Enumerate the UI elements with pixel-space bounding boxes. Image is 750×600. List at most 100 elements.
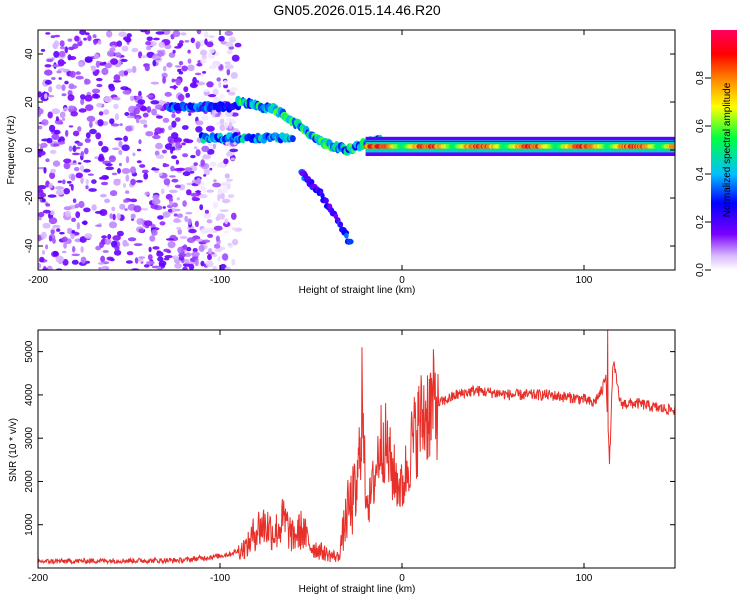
noise-blob	[198, 194, 208, 199]
noise-blob	[79, 165, 85, 172]
noise-blob	[140, 30, 147, 33]
noise-blob	[219, 209, 229, 212]
noise-blob	[61, 236, 68, 242]
noise-blob	[52, 250, 59, 257]
noise-blob	[170, 165, 175, 172]
noise-blob	[162, 76, 167, 84]
noise-blob	[154, 104, 163, 110]
noise-blob	[187, 64, 195, 72]
noise-blob	[182, 244, 188, 250]
noise-blob	[103, 96, 113, 103]
noise-blob	[224, 30, 234, 36]
x-tick-label: 0	[399, 275, 405, 286]
noise-blob	[140, 55, 148, 59]
noise-blob	[202, 71, 207, 74]
noise-blob	[77, 142, 83, 147]
noise-blob	[43, 93, 48, 100]
noise-blob	[123, 70, 129, 76]
noise-blob	[43, 167, 47, 174]
noise-blob	[167, 136, 173, 143]
noise-blob	[151, 198, 161, 205]
noise-blob	[214, 51, 220, 57]
noise-blob	[171, 132, 179, 140]
noise-blob	[127, 237, 137, 242]
noise-blob	[175, 117, 181, 122]
colorbar-ticks: 0.0 0.2 0.4 0.6 0.8	[695, 71, 711, 277]
noise-blob	[83, 168, 91, 173]
noise-blob	[151, 229, 158, 236]
noise-blob	[126, 33, 132, 38]
noise-blob	[59, 40, 65, 47]
noise-blob	[100, 193, 107, 198]
noise-blob	[45, 32, 51, 35]
diag-streak-mark	[333, 213, 339, 220]
noise-blob	[175, 78, 182, 86]
noise-blob	[42, 250, 45, 255]
noise-blob	[188, 228, 197, 234]
noise-blob	[206, 189, 215, 193]
noise-blob	[229, 39, 236, 43]
noise-blob	[194, 72, 202, 76]
noise-blob	[224, 218, 229, 225]
noise-blob	[167, 241, 176, 249]
y-tick-label: -20	[24, 190, 35, 205]
noise-blob	[229, 194, 235, 198]
noise-blob	[223, 158, 229, 165]
noise-blob	[118, 140, 123, 148]
noise-blob	[55, 189, 65, 196]
noise-blob	[89, 121, 93, 128]
y-tick-label: 40	[24, 48, 35, 60]
noise-blob	[68, 125, 74, 128]
noise-blob	[57, 61, 67, 65]
noise-blob	[145, 131, 154, 137]
x-tick-label: -200	[28, 275, 48, 286]
noise-blob	[190, 37, 195, 44]
noise-blob	[59, 111, 66, 119]
noise-blob	[138, 228, 144, 233]
noise-blob	[146, 94, 154, 98]
noise-blob	[201, 239, 211, 243]
noise-blob	[189, 170, 195, 174]
noise-blob	[144, 191, 150, 196]
noise-blob	[48, 86, 53, 93]
noise-blob	[217, 193, 221, 202]
noise-blob	[218, 35, 225, 42]
noise-blob	[83, 159, 92, 163]
noise-blob	[225, 110, 233, 118]
colorbar-tick-label: 0.2	[695, 215, 706, 229]
noise-blob	[56, 228, 61, 232]
noise-blob	[184, 40, 190, 43]
noise-blob	[196, 30, 202, 35]
noise-blob	[122, 90, 132, 95]
noise-blob	[104, 62, 112, 69]
noise-blob	[61, 117, 66, 121]
noise-blob	[95, 245, 102, 251]
noise-blob	[177, 246, 185, 254]
noise-blob	[75, 172, 84, 179]
noise-blob	[206, 41, 214, 48]
noise-blob	[191, 251, 200, 257]
noise-blob	[52, 238, 56, 244]
noise-blob	[41, 138, 50, 142]
noise-blob	[172, 49, 176, 54]
noise-blob	[192, 76, 198, 85]
noise-blob	[103, 109, 110, 115]
noise-blob	[195, 120, 204, 126]
noise-blob	[225, 63, 230, 70]
noise-blob	[111, 206, 116, 212]
noise-blob	[38, 262, 42, 269]
noise-blob	[120, 58, 128, 63]
noise-blob	[144, 220, 153, 227]
noise-blob	[219, 93, 225, 99]
noise-blob	[218, 81, 222, 88]
noise-blob	[123, 199, 130, 203]
noise-blob	[220, 193, 225, 200]
noise-blob	[200, 159, 205, 167]
noise-blob	[173, 213, 178, 217]
noise-blob	[77, 162, 82, 165]
noise-blob	[172, 255, 179, 260]
noise-blob	[182, 263, 191, 267]
heatmap-marks	[38, 30, 675, 270]
noise-blob	[85, 178, 89, 186]
